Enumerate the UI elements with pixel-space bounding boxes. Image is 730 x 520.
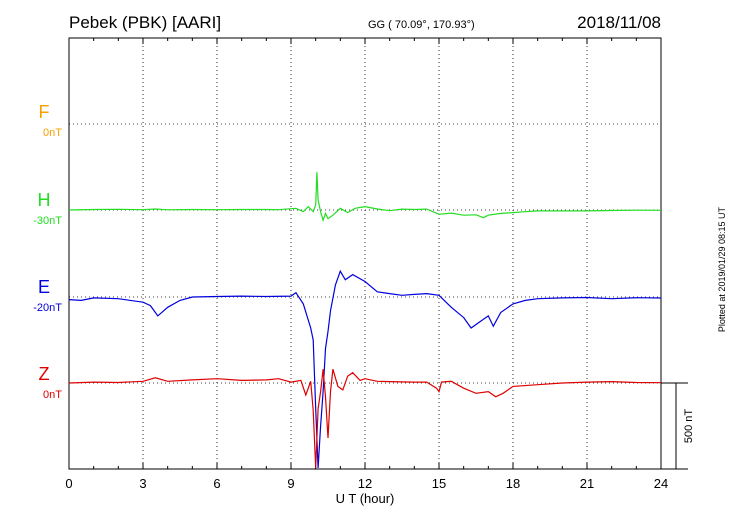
coordinates-label: GG ( 70.09°, 170.93°) xyxy=(368,19,475,31)
x-axis-title: U T (hour) xyxy=(336,491,395,506)
x-tick-label: 18 xyxy=(506,476,520,491)
series-label-h: H xyxy=(38,190,51,210)
x-tick-label: 12 xyxy=(358,476,372,491)
plotted-at-note: Plotted at 2019/01/29 08:15 UT xyxy=(717,207,727,333)
series-line-e xyxy=(68,269,662,469)
x-tick-label: 15 xyxy=(432,476,446,491)
x-tick-label: 21 xyxy=(580,476,594,491)
series-offset-e: -20nT xyxy=(33,302,62,314)
x-tick-label: 0 xyxy=(65,476,72,491)
series-offset-f: 0nT xyxy=(43,127,62,139)
series-line-z xyxy=(68,369,662,469)
series-line-h xyxy=(68,172,662,223)
date-label: 2018/11/08 xyxy=(577,13,661,32)
x-tick-label: 3 xyxy=(139,476,146,491)
x-tick-label: 24 xyxy=(654,476,668,491)
series-offset-h: -30nT xyxy=(33,215,62,227)
x-tick-label: 6 xyxy=(213,476,220,491)
series-label-f: F xyxy=(39,102,50,122)
series-label-e: E xyxy=(38,277,50,297)
scale-bar-label: 500 nT xyxy=(683,409,695,444)
series-offset-z: 0nT xyxy=(43,389,62,401)
station-title: Pebek (PBK) [AARI] xyxy=(69,13,221,32)
series-label-z: Z xyxy=(39,364,50,384)
x-tick-label: 9 xyxy=(287,476,294,491)
